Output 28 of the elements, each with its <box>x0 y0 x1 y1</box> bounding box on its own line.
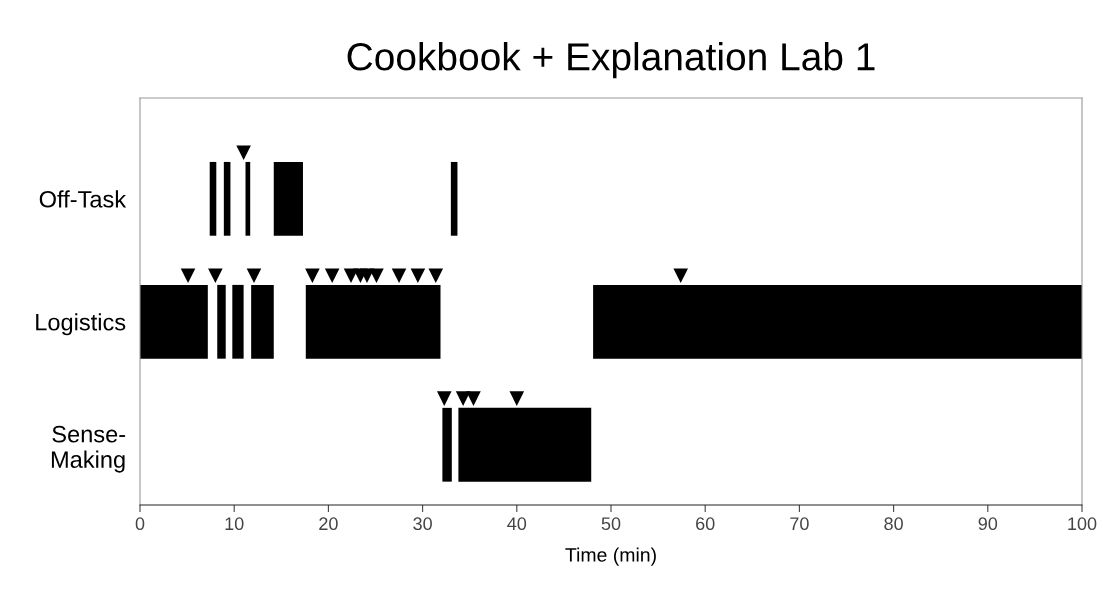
bar <box>209 161 217 236</box>
bar <box>140 284 208 359</box>
y-tick-label: Logistics <box>36 313 126 336</box>
bar <box>593 284 1082 359</box>
x-tick-label: 50 <box>601 517 621 531</box>
bar <box>217 284 226 359</box>
y-tick-label: Off-Task <box>39 190 127 208</box>
x-tick-label: 0 <box>135 517 145 531</box>
bar <box>251 284 274 359</box>
x-axis-title: Time (min) <box>565 547 656 566</box>
bar <box>232 284 244 359</box>
bar <box>450 161 458 236</box>
bar <box>273 161 303 236</box>
x-tick-label: 30 <box>413 517 432 531</box>
x-tick-label: 20 <box>319 517 338 531</box>
x-tick-label: 60 <box>696 517 715 531</box>
x-tick-label: 10 <box>225 517 244 531</box>
chart-title: Cookbook + Explanation Lab 1 <box>347 42 875 79</box>
bar <box>305 284 441 359</box>
bar <box>223 161 231 236</box>
x-tick-label: 80 <box>884 517 903 531</box>
x-tick-label: 100 <box>1068 517 1097 531</box>
x-tick-label: 90 <box>978 517 998 531</box>
bar <box>442 407 452 482</box>
x-tick-label: 40 <box>507 517 527 531</box>
bar <box>458 407 592 482</box>
x-tick-label: 70 <box>790 517 809 531</box>
y-tick-label: Sense- Making <box>51 425 126 473</box>
